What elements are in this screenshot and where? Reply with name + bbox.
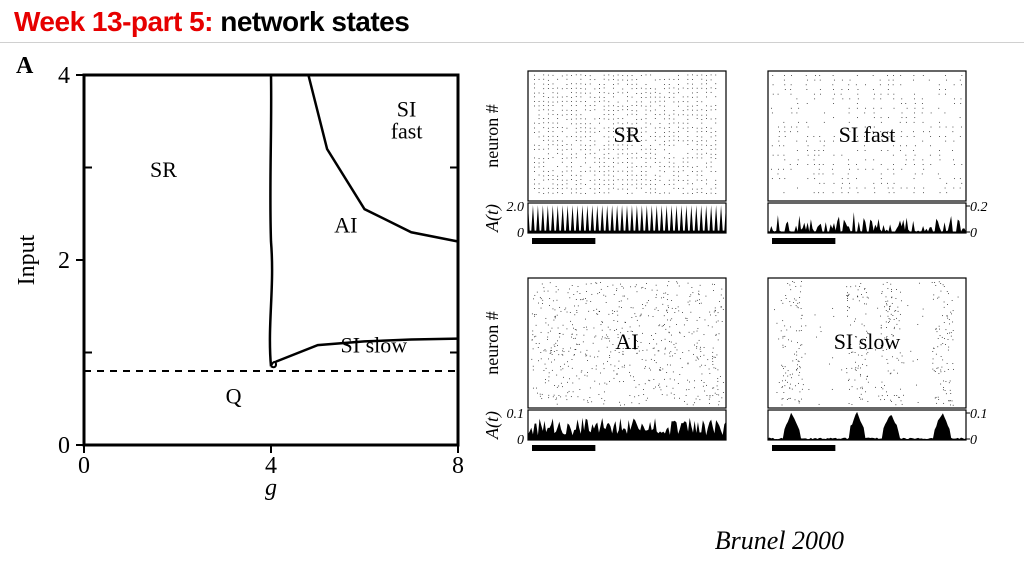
svg-text:2: 2 [58,248,70,274]
raster-grid-panel: SR neuron # A(t) 2.0 0 SI fast 0.2 0 AI neuron # A… [468,53,1010,503]
svg-text:SI slow: SI slow [834,329,901,354]
svg-text:0.2: 0.2 [970,200,988,215]
svg-text:fast: fast [391,119,423,144]
content-area: A 048024gInputSRAISIfastSI slowQ SRneuro… [0,43,1024,503]
svg-text:0: 0 [970,226,977,241]
svg-text:0: 0 [58,433,70,459]
svg-text:neuron #: neuron # [482,104,502,167]
svg-text:SI fast: SI fast [839,122,896,147]
svg-text:g: g [265,475,277,501]
phase-diagram-panel: A 048024gInputSRAISIfastSI slowQ [8,53,468,503]
svg-text:2.0: 2.0 [507,200,525,215]
svg-text:AI: AI [615,329,638,354]
svg-text:4: 4 [58,63,70,89]
svg-text:SI slow: SI slow [341,333,408,358]
svg-text:0: 0 [517,433,524,448]
svg-text:0.1: 0.1 [970,407,988,422]
svg-text:0: 0 [78,453,90,479]
slide-title: Week 13-part 5: network states [0,0,1024,43]
svg-text:Input: Input [14,234,40,285]
svg-text:Q: Q [226,383,242,408]
svg-text:8: 8 [452,453,464,479]
svg-text:SR: SR [150,157,177,182]
svg-text:neuron #: neuron # [482,311,502,374]
svg-text:SR: SR [614,122,641,147]
title-prefix: Week 13-part 5: [14,6,213,37]
phase-diagram-svg: 048024gInputSRAISIfastSI slowQ [8,53,468,503]
svg-text:0: 0 [517,226,524,241]
svg-text:A(t): A(t) [482,411,503,440]
title-suffix: network states [213,6,409,37]
svg-text:AI: AI [334,212,357,237]
svg-text:0: 0 [970,433,977,448]
citation-text: Brunel 2000 [715,526,844,556]
svg-text:A(t): A(t) [482,204,503,233]
raster-grid-svg: SR neuron # A(t) 2.0 0 SI fast 0.2 0 AI neuron # A… [468,53,998,503]
panel-label-a: A [16,53,33,80]
svg-text:0.1: 0.1 [507,407,525,422]
